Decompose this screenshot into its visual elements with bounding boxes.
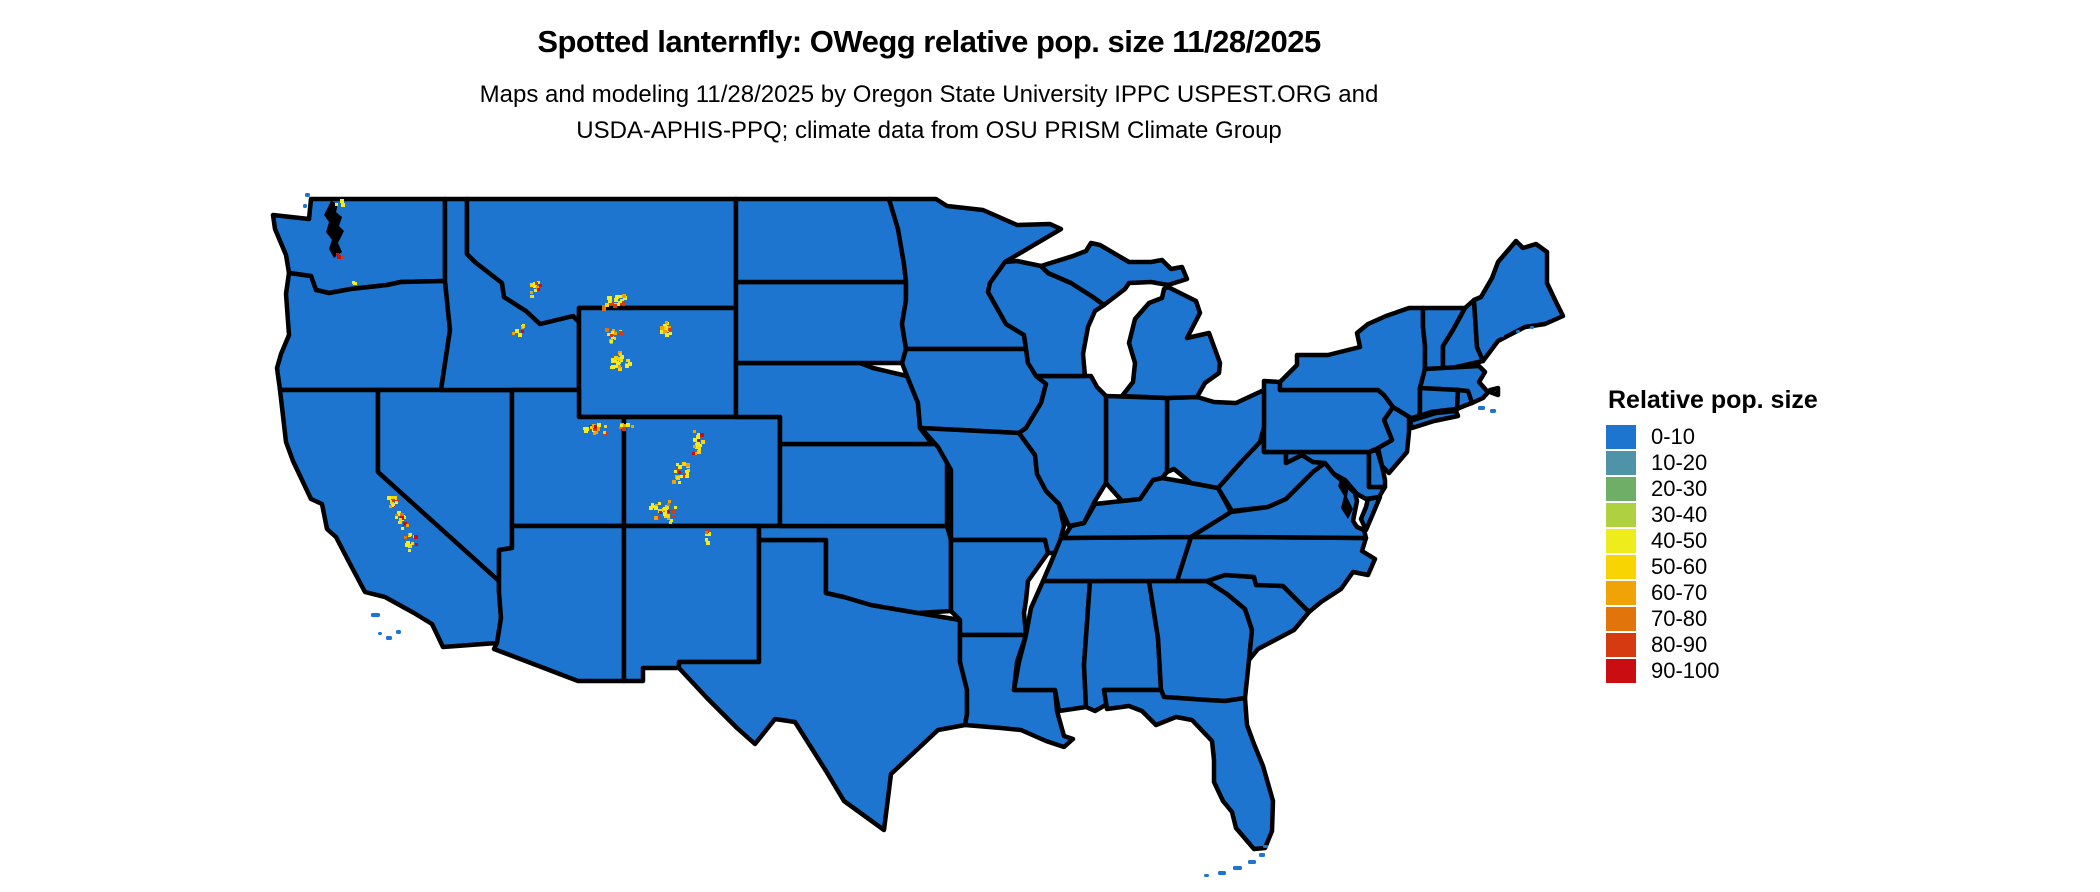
- legend-swatch: [1606, 529, 1636, 553]
- legend-swatch: [1606, 555, 1636, 579]
- legend-label: 0-10: [1651, 424, 1696, 449]
- island: [1516, 330, 1520, 333]
- legend-entry: 60-70: [1606, 580, 1818, 606]
- hotspot-cluster-sangre-de-cristo-co: [705, 530, 711, 545]
- chesapeake-bay-water: [1338, 478, 1353, 519]
- hotspot-cluster-sierra-nevada-north-ca: [387, 496, 399, 508]
- state-fl: [1101, 687, 1276, 852]
- legend-swatch: [1606, 607, 1636, 631]
- island: [1500, 334, 1504, 337]
- legend-swatch: [1606, 581, 1636, 605]
- legend-swatch: [1606, 633, 1636, 657]
- legend-entry: 20-30: [1606, 476, 1818, 502]
- hotspot-cluster-sierra-nevada-south-ca: [404, 533, 418, 552]
- hotspot-cluster-bighorn-wy: [660, 321, 672, 337]
- state-wy: [576, 305, 739, 420]
- state-ia: [899, 346, 1049, 436]
- page-title: Spotted lanternfly: OWegg relative pop. …: [537, 24, 1321, 59]
- legend-entry: 50-60: [1606, 554, 1818, 580]
- island: [1490, 409, 1496, 413]
- state-nm: [621, 523, 762, 684]
- island: [1248, 860, 1256, 864]
- legend-title: Relative pop. size: [1608, 386, 1818, 414]
- state-va-eastern-shore: [1358, 494, 1383, 533]
- island: [303, 204, 307, 208]
- island: [371, 613, 380, 617]
- state-ri: [1454, 387, 1475, 412]
- legend-label: 10-20: [1651, 450, 1708, 475]
- legend-label: 60-70: [1651, 580, 1708, 605]
- hotspot-cluster-absaroka-wy: [602, 294, 627, 311]
- legend-swatch: [1606, 477, 1636, 501]
- island: [1259, 853, 1265, 857]
- island: [1530, 326, 1534, 329]
- subtitle-line-2: USDA-APHIS-PPQ; climate data from OSU PR…: [576, 117, 1282, 144]
- legend-swatch: [1606, 659, 1636, 683]
- state-mi-lower: [1119, 284, 1223, 401]
- legend-label: 70-80: [1651, 606, 1708, 631]
- island: [1263, 845, 1268, 848]
- legend-label: 80-90: [1651, 632, 1708, 657]
- state-nd: [733, 196, 909, 285]
- puget-sound-water: [324, 201, 344, 258]
- state-mi-upper: [1038, 240, 1190, 308]
- hotspot-cluster-wasatch-ut: [583, 423, 608, 435]
- legend-swatch: [1606, 503, 1636, 527]
- legend-label: 90-100: [1651, 658, 1720, 683]
- state-or: [274, 270, 453, 393]
- hotspot-cluster-sawatch-co: [672, 462, 690, 484]
- state-in: [1103, 393, 1170, 504]
- legend-entry: 10-20: [1606, 450, 1818, 476]
- legend: Relative pop. size 0-10 10-20 20-30 30-40 40…: [1606, 386, 1818, 684]
- legend-label: 30-40: [1651, 502, 1708, 527]
- island: [378, 632, 382, 635]
- legend-entry: 80-90: [1606, 632, 1818, 658]
- hotspot-cluster-san-juan-co: [649, 500, 677, 524]
- island: [1478, 406, 1485, 410]
- state-tn: [1040, 534, 1194, 584]
- hotspot-cluster-uinta-ut: [619, 423, 634, 431]
- state-oh: [1164, 387, 1267, 491]
- hotspot-cluster-front-range-co: [692, 430, 705, 455]
- island: [396, 630, 401, 634]
- state-me: [1471, 238, 1566, 364]
- legend-entry: 40-50: [1606, 528, 1818, 554]
- hotspot-cluster-cascades-south-wa: [352, 281, 357, 285]
- island: [1233, 866, 1242, 870]
- hotspot-cluster-north-cascades-wa: [335, 199, 345, 207]
- hotspot-cluster-wind-river-north-wy: [605, 328, 623, 344]
- island: [305, 193, 310, 197]
- legend-label: 40-50: [1651, 528, 1708, 553]
- legend-entry: 30-40: [1606, 502, 1818, 528]
- hotspot-cluster-sierra-nevada-central-ca: [395, 511, 409, 530]
- legend-swatch: [1606, 425, 1636, 449]
- legend-swatch: [1606, 451, 1636, 475]
- hotspot-cluster-sawtooth-idaho: [512, 324, 525, 337]
- state-sd: [733, 279, 909, 366]
- island: [1218, 871, 1226, 875]
- legend-entry: 90-100: [1606, 658, 1818, 684]
- island: [386, 636, 392, 640]
- hotspot-cluster-seattle-area-wa: [336, 253, 344, 259]
- state-az: [491, 523, 627, 684]
- island: [1204, 874, 1209, 877]
- hotspot-cluster-central-idaho: [530, 281, 542, 298]
- subtitle-line-1: Maps and modeling 11/28/2025 by Oregon S…: [479, 81, 1379, 108]
- legend-entry: 70-80: [1606, 606, 1818, 632]
- legend-label: 20-30: [1651, 476, 1708, 501]
- state-ar: [948, 537, 1051, 638]
- hotspot-cluster-wind-river-south-wy: [610, 351, 632, 371]
- legend-label: 50-60: [1651, 554, 1708, 579]
- state-il: [1016, 373, 1109, 529]
- legend-entry: 0-10: [1606, 424, 1818, 450]
- state-ks: [777, 441, 950, 529]
- legend-entries: 0-10 10-20 20-30 30-40 40-50 50-60 60-70 70-80 8…: [1606, 424, 1818, 684]
